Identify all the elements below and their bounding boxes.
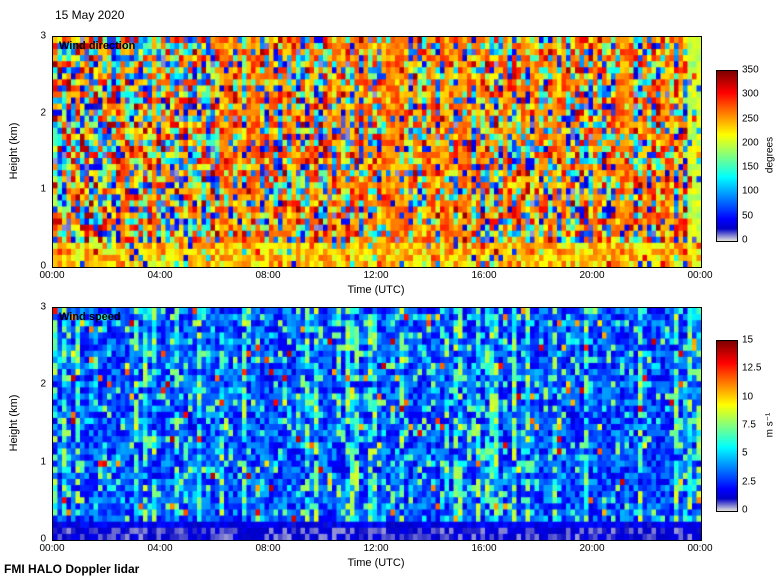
x-ticks-direction: 00:00 04:00 08:00 12:00 16:00 20:00 00:00 (39, 270, 712, 282)
colorbar-direction (716, 70, 738, 242)
colorbar-ticks-speed: 0 2.5 5 7.5 10 12.5 15 (742, 335, 774, 516)
colorbar-tick-label: 50 (742, 210, 754, 222)
x-tick-label: 16:00 (471, 543, 497, 554)
y-tick-label: 2 (40, 378, 46, 390)
y-axis-label-speed: Height (km) (8, 394, 20, 452)
colorbar-speed-canvas (717, 341, 737, 511)
x-tick-label: 00:00 (39, 543, 65, 554)
x-tick-label: 20:00 (579, 543, 605, 554)
x-tick-label: 00:00 (687, 270, 713, 281)
footer-label: FMI HALO Doppler lidar (4, 562, 140, 576)
panel-title-direction: Wind direction (59, 40, 136, 52)
x-tick-label: 04:00 (147, 270, 173, 281)
y-tick-label: 0 (40, 533, 46, 545)
x-tick-label: 08:00 (255, 270, 281, 281)
colorbar-speed (716, 340, 738, 512)
wind-speed-canvas (53, 308, 701, 540)
panel-title-speed: Wind speed (59, 311, 121, 323)
y-tick-label: 0 (40, 260, 46, 272)
x-ticks-speed: 00:00 04:00 08:00 12:00 16:00 20:00 00:00 (39, 543, 712, 555)
wind-speed-heatmap: Wind speed (52, 307, 702, 541)
x-tick-label: 08:00 (255, 543, 281, 554)
x-axis-label-direction: Time (UTC) (347, 284, 405, 296)
y-tick-label: 3 (40, 30, 46, 42)
colorbar-label-speed: m s⁻¹ (764, 412, 776, 438)
x-axis-label-speed: Time (UTC) (347, 557, 405, 569)
colorbar-tick-label: 10 (742, 391, 754, 403)
colorbar-tick-label: 150 (742, 161, 759, 173)
colorbar-tick-label: 7.5 (742, 419, 756, 431)
wind-direction-canvas (53, 37, 701, 267)
colorbar-tick-label: 12.5 (742, 362, 762, 374)
y-tick-label: 1 (40, 456, 46, 468)
x-tick-label: 04:00 (147, 543, 173, 554)
colorbar-label-direction: degrees (764, 136, 776, 174)
colorbar-tick-label: 200 (742, 137, 759, 149)
colorbar-tick-label: 5 (742, 447, 748, 459)
wind-direction-heatmap: Wind direction (52, 36, 702, 268)
colorbar-tick-label: 300 (742, 88, 759, 100)
colorbar-tick-label: 15 (742, 334, 754, 346)
colorbar-tick-label: 250 (742, 113, 759, 125)
y-tick-label: 2 (40, 107, 46, 119)
colorbar-tick-label: 0 (742, 234, 748, 246)
y-tick-label: 1 (40, 183, 46, 195)
x-tick-label: 00:00 (687, 543, 713, 554)
colorbar-direction-canvas (717, 71, 737, 241)
colorbar-tick-label: 0 (742, 504, 748, 516)
x-tick-label: 16:00 (471, 270, 497, 281)
x-tick-label: 12:00 (363, 270, 389, 281)
y-tick-label: 3 (40, 301, 46, 313)
y-ticks-speed: 0 1 2 3 (30, 302, 48, 545)
x-tick-label: 12:00 (363, 543, 389, 554)
y-ticks-direction: 0 1 2 3 (30, 31, 48, 272)
colorbar-ticks-direction: 0 50 100 150 200 250 300 350 (742, 65, 774, 246)
colorbar-tick-label: 350 (742, 64, 759, 76)
colorbar-tick-label: 100 (742, 185, 759, 197)
colorbar-tick-label: 2.5 (742, 476, 756, 488)
date-label: 15 May 2020 (55, 8, 125, 22)
x-tick-label: 00:00 (39, 270, 65, 281)
y-axis-label-direction: Height (km) (8, 122, 20, 180)
x-tick-label: 20:00 (579, 270, 605, 281)
